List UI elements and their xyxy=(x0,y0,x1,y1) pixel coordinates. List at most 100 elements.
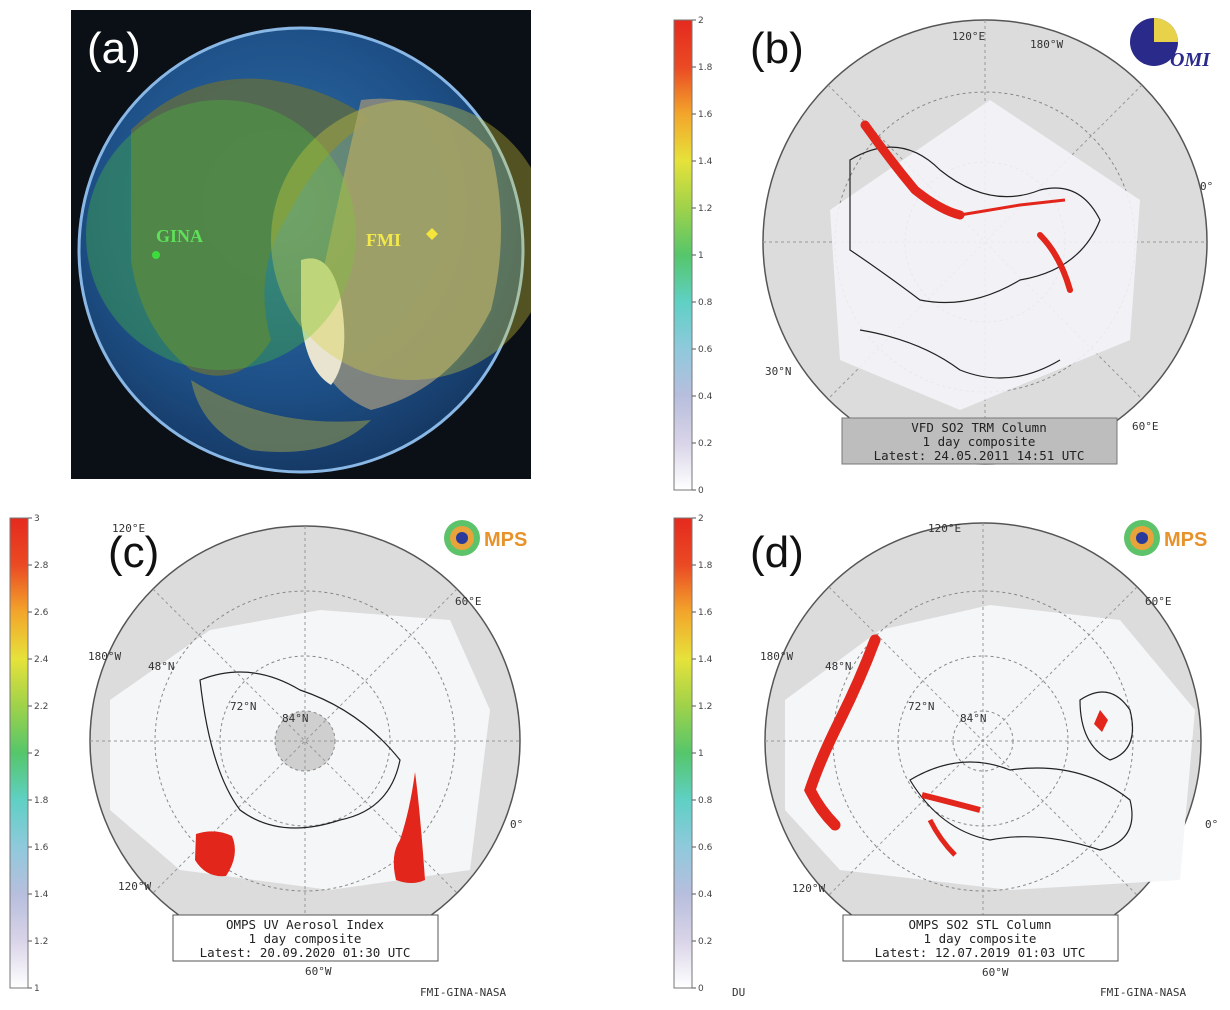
panel-d-map: 2 1.8 1.6 1.4 1.2 1 0.8 0.6 0.4 0.2 0 OMPS SO2 STL… xyxy=(673,514,1218,994)
colorbar-tick-label: 2 xyxy=(698,514,704,524)
panel-a-label: (a) xyxy=(87,24,141,73)
omi-logo-text: OMI xyxy=(1170,49,1211,71)
fmi-station-marker xyxy=(426,228,438,240)
caption-line-3: Latest: 20.09.2020 01:30 UTC xyxy=(200,945,411,960)
panel-d: 2 1.8 1.6 1.4 1.2 1 0.8 0.6 0.4 0.2 0 OMPS SO2 STL… xyxy=(660,510,1230,1006)
so2-plume xyxy=(959,198,1066,217)
colorbar-tick-label: 2.6 xyxy=(34,608,49,618)
coord-label: 180°W xyxy=(1030,38,1063,51)
colorbar: 3 2.8 2.6 2.4 2.2 2 1.8 1.6 1.4 1.2 1 xyxy=(9,514,49,994)
omps-logo: MPS xyxy=(444,520,527,556)
fmi-label: FMI xyxy=(366,230,401,250)
coord-label: 48°N xyxy=(825,660,852,673)
panel-a: GINA FMI (a) xyxy=(71,10,551,479)
coord-label: 84°N xyxy=(282,712,309,725)
coord-label: 60°E xyxy=(1132,420,1159,433)
colorbar: 2 1.8 1.6 1.4 1.2 1 0.8 0.6 0.4 0.2 0 xyxy=(673,16,713,496)
panel-b: 2 1.8 1.6 1.4 1.2 1 0.8 0.6 0.4 0.2 0 VFD SO2 TRM … xyxy=(660,10,1230,496)
colorbar-tick-label: 1 xyxy=(698,749,704,759)
coord-label: 48°N xyxy=(148,660,175,673)
coord-label: 180°W xyxy=(760,650,793,663)
omps-logo-text: MPS xyxy=(484,529,527,551)
colorbar-tick-label: 0 xyxy=(698,486,704,495)
so2-plume xyxy=(860,120,965,220)
coord-label: 60°W xyxy=(982,966,1009,979)
caption-line-2: 1 day composite xyxy=(924,931,1037,946)
colorbar-tick-label: 1.6 xyxy=(34,843,49,853)
colorbar-tick-label: 0 xyxy=(698,984,704,994)
caption-line-3: Latest: 24.05.2011 14:51 UTC xyxy=(874,448,1085,463)
colorbar-tick-label: 3 xyxy=(34,514,40,524)
coord-label: 120°E xyxy=(952,30,985,43)
panel-b-label: (b) xyxy=(750,24,804,73)
coord-label: 60°W xyxy=(305,965,332,978)
colorbar-tick-label: 0.8 xyxy=(698,298,713,308)
colorbar-tick-label: 2 xyxy=(698,16,704,26)
coord-label: 60°E xyxy=(1145,595,1172,608)
earth-globe-image: GINA FMI xyxy=(71,10,551,479)
omi-logo: OMI xyxy=(1130,18,1211,71)
aerosol-plume xyxy=(393,772,425,883)
colorbar-tick-label: 1 xyxy=(698,251,704,261)
colorbar-gradient xyxy=(9,517,29,989)
colorbar: 2 1.8 1.6 1.4 1.2 1 0.8 0.6 0.4 0.2 0 xyxy=(673,514,713,994)
caption-line-1: OMPS SO2 STL Column xyxy=(909,917,1052,932)
colorbar-tick-label: 2.4 xyxy=(34,655,49,665)
aerosol-plume xyxy=(195,831,235,877)
gina-station-marker xyxy=(152,251,160,259)
credit-text: FMI-GINA-NASA xyxy=(1100,986,1187,999)
caption-line-1: VFD SO2 TRM Column xyxy=(911,420,1046,435)
coord-label: 120°E xyxy=(928,522,961,535)
caption-line-2: 1 day composite xyxy=(249,931,362,946)
colorbar-tick-label: 1 xyxy=(34,984,40,994)
colorbar-tick-label: 2 xyxy=(34,749,40,759)
gina-label: GINA xyxy=(156,226,203,246)
so2-plume xyxy=(1094,710,1108,732)
colorbar-tick-label: 1.4 xyxy=(698,157,713,167)
colorbar-tick-label: 1.2 xyxy=(698,702,712,712)
coord-label: 0° xyxy=(1200,180,1213,193)
colorbar-tick-label: 0.6 xyxy=(698,843,713,853)
omps-logo: MPS xyxy=(1124,520,1207,556)
colorbar-tick-label: 1.6 xyxy=(698,110,713,120)
colorbar-tick-label: 1.8 xyxy=(34,796,49,806)
coord-label: 0° xyxy=(1205,818,1218,831)
so2-plume xyxy=(921,792,981,813)
colorbar-tick-label: 1.2 xyxy=(34,937,48,947)
credit-text: FMI-GINA-NASA xyxy=(420,986,507,999)
panel-b-map: 2 1.8 1.6 1.4 1.2 1 0.8 0.6 0.4 0.2 0 VFD SO2 TRM … xyxy=(673,16,1213,496)
gina-coverage-circle xyxy=(86,100,356,370)
caption-line-3: Latest: 12.07.2019 01:03 UTC xyxy=(875,945,1086,960)
colorbar-tick-label: 0.2 xyxy=(698,439,712,449)
map-caption: VFD SO2 TRM Column 1 day composite Lates… xyxy=(841,417,1118,465)
colorbar-tick-label: 2.2 xyxy=(34,702,48,712)
so2-plume xyxy=(927,818,957,857)
coord-label: 120°W xyxy=(792,882,825,895)
colorbar-tick-label: 2.8 xyxy=(34,561,49,571)
colorbar-gradient xyxy=(673,517,693,989)
map-caption: OMPS UV Aerosol Index 1 day composite La… xyxy=(172,914,439,962)
colorbar-tick-label: 0.2 xyxy=(698,937,712,947)
panel-d-label: (d) xyxy=(750,528,804,577)
colorbar-tick-label: 1.8 xyxy=(698,561,713,571)
coord-label: 0° xyxy=(510,818,523,831)
colorbar-tick-label: 1.4 xyxy=(34,890,49,900)
colorbar-tick-label: 1.4 xyxy=(698,655,713,665)
coord-label: 60°E xyxy=(455,595,482,608)
panel-c: 3 2.8 2.6 2.4 2.2 2 1.8 1.6 1.4 1.2 1 OMPS UV Aero… xyxy=(0,510,560,1006)
colorbar-tick-label: 1.8 xyxy=(698,63,713,73)
coord-label: 30°N xyxy=(765,365,792,378)
colorbar-tick-label: 0.8 xyxy=(698,796,713,806)
fmi-coverage-circle xyxy=(271,100,551,380)
omps-logo-text: MPS xyxy=(1164,529,1207,551)
colorbar-tick-label: 0.6 xyxy=(698,345,713,355)
coord-label: 120°E xyxy=(112,522,145,535)
coord-label: 120°W xyxy=(118,880,151,893)
panel-c-map: 3 2.8 2.6 2.4 2.2 2 1.8 1.6 1.4 1.2 1 OMPS UV Aero… xyxy=(9,514,527,994)
colorbar-tick-label: 0.4 xyxy=(698,392,713,402)
map-caption: OMPS SO2 STL Column 1 day composite Late… xyxy=(842,914,1119,962)
colorbar-tick-label: 1.2 xyxy=(698,204,712,214)
coord-label: 72°N xyxy=(908,700,935,713)
so2-plume xyxy=(804,634,881,831)
colorbar-tick-label: 0.4 xyxy=(698,890,713,900)
